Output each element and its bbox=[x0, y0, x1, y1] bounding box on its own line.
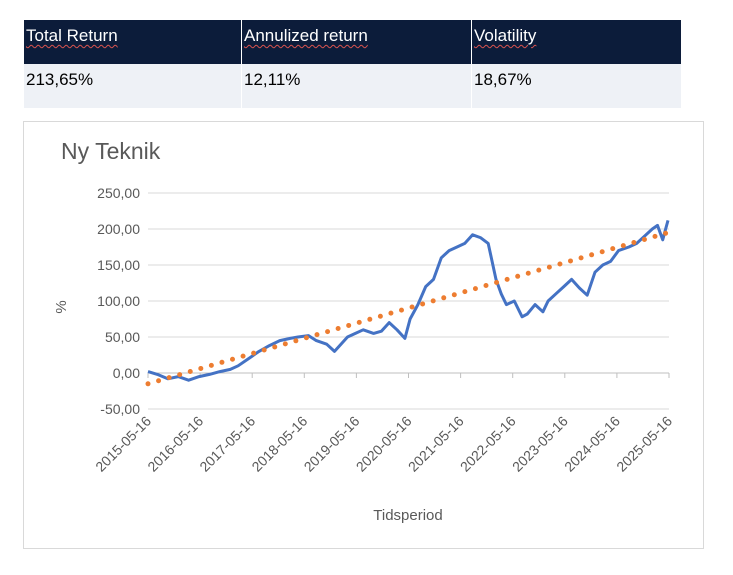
chart-title: Ny Teknik bbox=[61, 138, 161, 164]
y-tick-label: 50,00 bbox=[105, 329, 140, 345]
value-volatility: 18,67% bbox=[474, 70, 532, 89]
y-tick-label: 150,00 bbox=[97, 257, 140, 273]
summary-values-row: 213,65% 12,11% 18,67% bbox=[24, 64, 681, 108]
y-tick-label: 0,00 bbox=[113, 365, 140, 381]
summary-table: Total Return Annulized return Volatility… bbox=[24, 20, 681, 108]
y-axis-label: % bbox=[53, 300, 70, 313]
line-chart: -50,00 0,00 50,00 100,00 150,00 200,00 250,00 2… bbox=[53, 185, 675, 524]
header-annualized-return: Annulized return bbox=[242, 20, 472, 64]
chart-container: Ny Teknik -50,00 0,00 50,00 100,00 150,00 200… bbox=[23, 121, 704, 549]
header-total-return: Total Return bbox=[24, 20, 242, 64]
return-series-line bbox=[147, 220, 670, 382]
x-tick-label: 2025-05-16 bbox=[613, 413, 675, 475]
trend-line bbox=[145, 230, 671, 387]
value-total-return: 213,65% bbox=[24, 64, 242, 108]
summary-header-row: Total Return Annulized return Volatility bbox=[24, 20, 681, 64]
y-tick-label: 200,00 bbox=[97, 221, 140, 237]
y-tick-label: -50,00 bbox=[100, 401, 140, 417]
y-tick-label: 250,00 bbox=[97, 185, 140, 201]
value-annualized-return: 12,11% bbox=[242, 64, 472, 108]
header-volatility: Volatility bbox=[474, 26, 537, 45]
x-axis-label: Tidsperiod bbox=[373, 507, 442, 524]
y-tick-label: 100,00 bbox=[97, 293, 140, 309]
